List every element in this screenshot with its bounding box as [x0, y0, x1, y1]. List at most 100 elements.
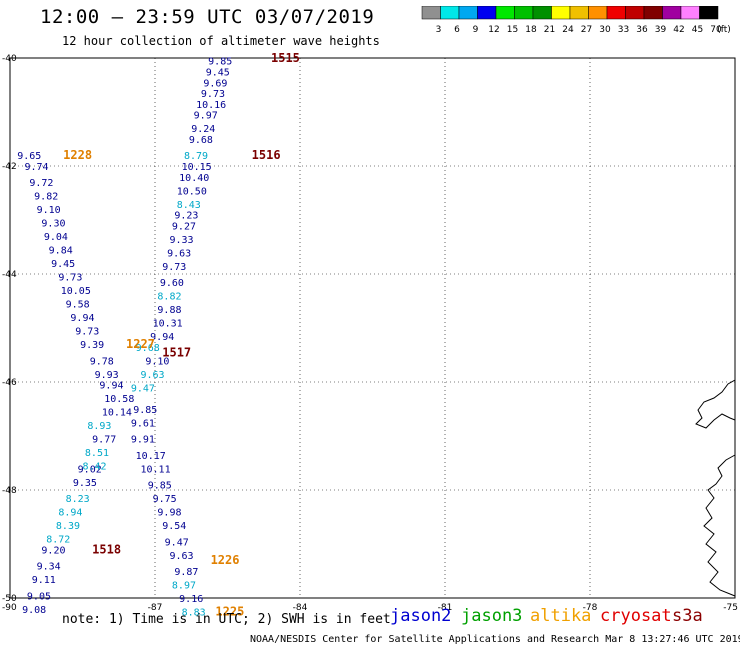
data-point-label: 9.60 — [160, 278, 184, 289]
colorbar-swatch — [588, 6, 608, 20]
colorbar-label: 30 — [599, 25, 611, 35]
legend-s3a-label: s3a — [672, 606, 703, 626]
data-point-label: 9.63 — [170, 551, 194, 562]
y-tick-label: -50 — [2, 594, 17, 604]
data-point-label: 8.39 — [56, 521, 80, 532]
colorbar-swatch — [569, 6, 589, 20]
colorbar-label: 18 — [525, 25, 537, 35]
colorbar-label: 70 — [710, 25, 722, 35]
x-tick-label: -81 — [438, 603, 453, 613]
data-point-label: 9.20 — [41, 545, 65, 556]
y-tick-label: -46 — [2, 378, 17, 388]
data-point-label: 9.61 — [131, 419, 155, 430]
colorbar-label: 12 — [488, 25, 499, 35]
colorbar-swatch — [662, 6, 682, 20]
pass-number-label: 1225 — [215, 605, 244, 619]
colorbar-swatch — [551, 6, 571, 20]
y-tick-label: -44 — [2, 270, 17, 280]
colorbar-swatch — [440, 6, 460, 20]
colorbar-label: 9 — [473, 25, 479, 35]
data-point-label: 9.87 — [174, 567, 198, 578]
data-point-label: 8.97 — [172, 581, 196, 592]
data-point-label: 9.47 — [131, 383, 155, 394]
data-point-label: 10.16 — [196, 100, 226, 111]
data-point-label: 9.85 — [208, 57, 232, 68]
colorbar-label: 3 — [436, 25, 442, 35]
colorbar-swatch — [532, 6, 552, 20]
colorbar-swatch — [477, 6, 497, 20]
x-tick-label: -84 — [293, 603, 308, 613]
data-point-label: 10.05 — [61, 286, 91, 297]
colorbar-swatch — [514, 6, 534, 20]
pass-number-label: 1518 — [92, 542, 121, 556]
pass-number-label: 1226 — [211, 553, 240, 567]
chart-title: 12:00 – 23:59 UTC 03/07/2019 — [40, 6, 375, 28]
data-point-label: 9.45 — [206, 68, 230, 79]
data-point-label: 9.65 — [17, 151, 41, 162]
legend-s3a: s3a — [672, 606, 703, 626]
data-point-label: 8.79 — [184, 151, 208, 162]
data-point-label: 9.94 — [99, 381, 123, 392]
colorbar-label: 45 — [692, 25, 703, 35]
x-tick-label: -78 — [583, 603, 598, 613]
data-point-label: 9.45 — [51, 259, 75, 270]
data-point-label: 9.78 — [90, 356, 114, 367]
data-point-label: 9.82 — [34, 192, 58, 203]
pass-number-label: 1227 — [126, 337, 155, 351]
data-point-label: 9.35 — [73, 478, 97, 489]
data-point-label: 9.72 — [29, 178, 53, 189]
color-scale-bar: 3 6 9 12 15 18 21 24 27 30 33 36 39 42 45 70(ft) — [421, 6, 730, 35]
pass-number-label: 1515 — [271, 51, 300, 65]
data-point-label: 9.10 — [145, 356, 169, 367]
data-point-label: 9.10 — [37, 205, 61, 216]
colorbar-label: 15 — [507, 25, 518, 35]
colorbar-label: 21 — [544, 25, 555, 35]
data-point-label: 9.85 — [148, 481, 172, 492]
data-point-label: 10.50 — [177, 186, 207, 197]
data-point-label: 9.84 — [49, 246, 73, 257]
colorbar-swatch — [625, 6, 645, 20]
data-point-label: 9.05 — [27, 591, 51, 602]
colorbar-swatch — [680, 6, 700, 20]
data-point-label: 9.75 — [153, 494, 177, 505]
colorbar-label: 27 — [581, 25, 592, 35]
legend-jason2: jason2 — [390, 606, 451, 626]
data-point-label: 9.34 — [37, 562, 61, 573]
data-point-label: 9.54 — [162, 521, 186, 532]
data-point-label: 10.58 — [104, 394, 134, 405]
data-point-label: 9.02 — [78, 464, 102, 475]
data-point-label: 9.77 — [92, 435, 116, 446]
coastline — [695, 379, 736, 597]
data-point-label: 9.39 — [80, 340, 104, 351]
data-point-label: 9.88 — [157, 305, 181, 316]
legend-altika: altika — [530, 606, 591, 626]
data-point-label: 10.14 — [102, 408, 132, 419]
legend-cryosat: cryosat — [600, 606, 672, 626]
colorbar-swatch — [606, 6, 626, 20]
data-point-label: 9.27 — [172, 221, 196, 232]
x-tick-label: -87 — [148, 603, 163, 613]
data-point-label: 8.72 — [46, 535, 70, 546]
data-point-label: 9.73 — [75, 327, 99, 338]
data-point-label: 8.94 — [58, 508, 82, 519]
data-point-label: 8.51 — [85, 448, 109, 459]
legend-jason3-label: jason3 — [461, 606, 523, 626]
colorbar-unit: (ft) — [717, 25, 730, 35]
data-point-label: 9.63 — [141, 370, 165, 381]
colorbar-label: 39 — [655, 25, 667, 35]
data-point-label: 9.24 — [191, 124, 215, 135]
data-point-label: 9.93 — [95, 370, 119, 381]
data-point-label: 9.23 — [174, 211, 198, 222]
data-point-label: 9.98 — [157, 508, 181, 519]
footer-credit: NOAA/NESDIS Center for Satellite Applica… — [250, 634, 740, 645]
data-point-label: 9.33 — [170, 235, 194, 246]
y-tick-label: -48 — [2, 486, 17, 496]
colorbar-swatch — [458, 6, 478, 20]
colorbar-swatch — [421, 6, 441, 20]
data-point-label: 9.30 — [41, 219, 65, 230]
colorbar-swatch — [699, 6, 719, 20]
data-point-label: 9.68 — [136, 343, 160, 354]
data-point-label: 9.73 — [201, 89, 225, 100]
colorbar-label: 33 — [618, 25, 629, 35]
